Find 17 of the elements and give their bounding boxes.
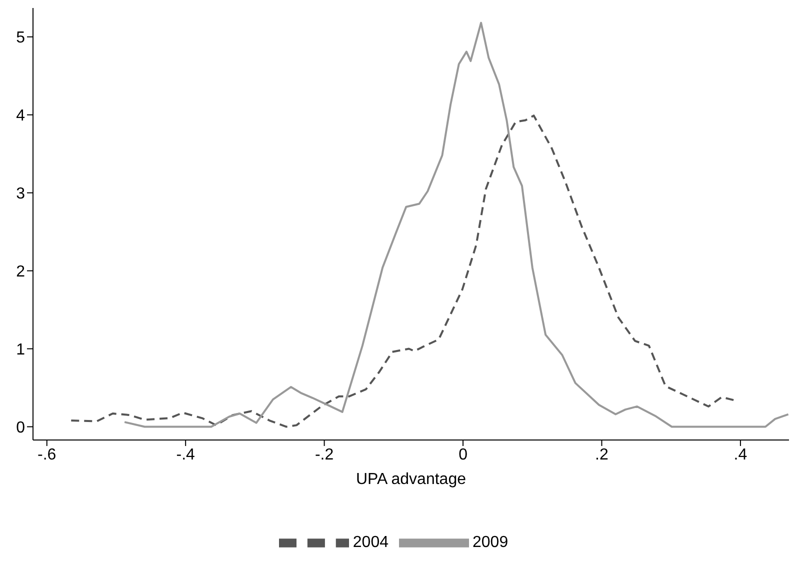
x-axis-title: UPA advantage [356,471,466,488]
legend-label: 2004 [352,534,388,552]
x-tick-label: -.4 [176,446,196,464]
x-tick-label: -.2 [314,446,334,464]
line-series [70,114,736,428]
x-tick-label: .4 [734,446,748,464]
y-tick-label: 2 [16,263,26,280]
y-tick-label: 4 [16,108,26,125]
line-series [124,22,789,428]
x-tick-label: 0 [458,446,468,464]
x-tick-label: -.6 [38,446,56,464]
y-tick-label: 1 [16,341,26,358]
legend-label: 2009 [472,534,508,552]
y-tick-label: 3 [16,185,26,202]
y-tick-label: 0 [16,419,26,436]
y-tick-label: 5 [16,30,26,47]
x-tick-label: .2 [595,446,609,464]
